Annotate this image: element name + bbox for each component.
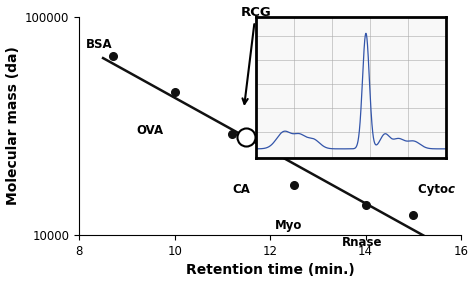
X-axis label: Retention time (min.): Retention time (min.) (186, 263, 355, 277)
Text: BSA: BSA (86, 38, 113, 52)
Text: Myo: Myo (275, 219, 302, 232)
Text: Cyto: Cyto (418, 183, 452, 196)
Y-axis label: Molecular mass (da): Molecular mass (da) (6, 46, 19, 205)
Text: c: c (447, 183, 455, 196)
Text: Rnase: Rnase (342, 237, 382, 250)
Text: RCG: RCG (240, 6, 271, 104)
Text: CA: CA (232, 183, 250, 196)
Text: OVA: OVA (137, 124, 164, 137)
